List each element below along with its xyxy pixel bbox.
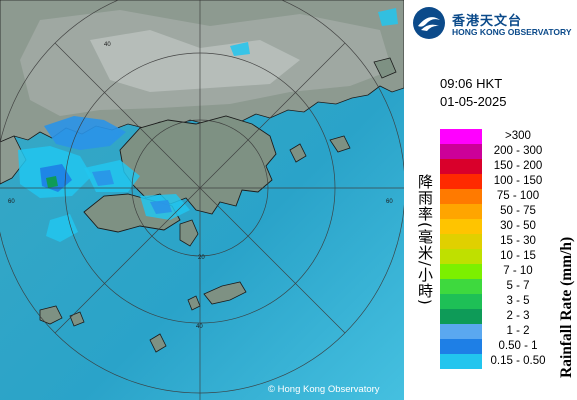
legend-swatch [440,339,482,354]
legend-swatch [440,249,482,264]
legend-swatch [440,219,482,234]
ring-label: 20 [198,255,205,261]
legend-swatch [440,174,482,189]
legend-label: 50 - 75 [500,205,536,217]
copyright: © Hong Kong Observatory [268,384,380,395]
legend-swatch [440,189,482,204]
south-islands-5 [149,333,167,353]
hko-logo: 香港天文台 HONG KONG OBSERVATORY [412,6,577,40]
legend-label: 1 - 2 [506,325,530,337]
legend-swatch [440,234,482,249]
legend-swatch [440,159,482,174]
legend-label: 2 - 3 [506,310,530,322]
legend-swatch [440,324,482,339]
lamma-island [179,219,199,247]
legend-label: 3 - 5 [506,295,530,307]
legend-swatch [440,264,482,279]
legend-label: 30 - 50 [500,220,536,232]
legend-label: 150 - 200 [493,160,543,172]
logo-text-en: HONG KONG OBSERVATORY [452,27,572,37]
ring-label: 60 [386,199,393,205]
legend-label: 0.50 - 1 [498,340,538,352]
legend-label: 0.15 - 0.50 [490,355,546,367]
radar-time: 09:06 HKT [440,76,503,91]
legend-label: 10 - 15 [500,250,536,262]
range-rings [0,0,404,400]
rain-echoes [18,8,398,242]
legend-swatch [440,279,482,294]
legend-label: 7 - 10 [503,265,533,277]
legend-swatch [440,294,482,309]
legend-label: 100 - 150 [493,175,543,187]
legend-title-en-text: Rainfall Rate (mm/h) [558,237,575,378]
east-islands-2 [329,135,351,153]
legend-labels: >300 200 - 300 150 - 200 100 - 150 75 - 100 5… [484,129,552,369]
legend-swatch [440,204,482,219]
legend-label: 15 - 30 [500,235,536,247]
radar-map: 40 60 20 40 60 [0,0,404,400]
east-islands-3 [373,57,397,79]
legend-label: 75 - 100 [496,190,540,202]
ring-label: 40 [104,42,111,48]
south-islands-4 [69,311,85,327]
legend-title-en: Rainfall Rate (mm/h) [558,237,575,378]
south-islands [203,281,247,305]
legend-swatch [440,144,482,159]
ring-label: 60 [8,199,15,205]
legend-swatch [440,309,482,324]
ring-labels: 40 60 20 40 60 [8,42,393,330]
legend-title-zh: 降雨率(毫米/小時) [416,174,434,306]
legend-label: 5 - 7 [506,280,530,292]
ring-label: 40 [196,324,203,330]
legend-swatch [440,129,482,144]
west-coast [0,135,27,185]
legend-label: >300 [505,130,531,142]
legend-swatches [440,129,482,369]
legend-swatch [440,354,482,369]
south-islands-3 [39,305,63,325]
east-islands [289,143,307,163]
logo-text-zh: 香港天文台 [452,14,523,29]
radar-date: 01-05-2025 [440,94,507,109]
legend-panel: 香港天文台 HONG KONG OBSERVATORY 09:06 HKT 01… [404,0,577,400]
hko-emblem-icon [413,7,445,39]
legend-label: 200 - 300 [493,145,543,157]
